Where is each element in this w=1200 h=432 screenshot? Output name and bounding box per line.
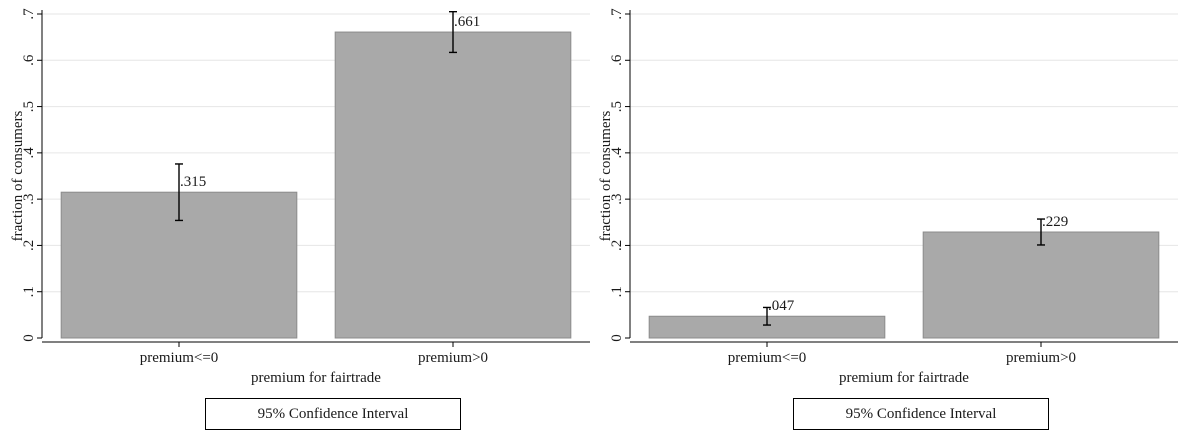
y-tick-label: .6 (21, 54, 37, 66)
y-tick-label: .3 (21, 194, 37, 205)
legend-box: 95% Confidence Interval (205, 398, 461, 430)
y-tick-label: .2 (609, 240, 625, 251)
data-label: .661 (454, 14, 480, 30)
y-tick-label: .3 (609, 194, 625, 205)
x-axis-title: premium for fairtrade (251, 370, 381, 386)
y-tick-label: .6 (609, 54, 625, 66)
bar-chart-left: 0 .1 .2 .3 .4 .5 .6 .7 fraction of consumers .315… (10, 8, 590, 386)
y-tick-label: 0 (609, 334, 625, 342)
bar-chart-right: 0 .1 .2 .3 .4 .5 .6 .7 fraction of consumers .047… (598, 8, 1178, 386)
data-label: .315 (180, 174, 206, 190)
y-tick-label: 0 (21, 334, 37, 342)
chart-panel-right: 0 .1 .2 .3 .4 .5 .6 .7 fraction of consumers .047… (588, 0, 1188, 432)
y-tick-label: .4 (609, 147, 625, 159)
bar (334, 31, 572, 339)
y-tick-label: .1 (609, 286, 625, 297)
y-tick-label: .1 (21, 286, 37, 297)
y-tick-label: .5 (21, 101, 37, 112)
y-tick-label: .5 (609, 101, 625, 112)
y-tick-label: .4 (21, 147, 37, 159)
y-axis-title: fraction of consumers (10, 110, 26, 241)
x-tick-label: premium<=0 (728, 350, 807, 366)
y-tick-label: .7 (21, 8, 37, 20)
chart-panel-left: 0 .1 .2 .3 .4 .5 .6 .7 fraction of consumers .315… (10, 8, 590, 430)
x-tick-label: premium<=0 (140, 350, 219, 366)
legend-box: 95% Confidence Interval (793, 398, 1049, 430)
data-label: .047 (768, 298, 795, 314)
bar (922, 231, 1160, 339)
data-label: .229 (1042, 214, 1068, 230)
x-tick-label: premium>0 (418, 350, 488, 366)
y-tick-label: .2 (21, 240, 37, 251)
y-axis-title: fraction of consumers (598, 110, 614, 241)
x-tick-label: premium>0 (1006, 350, 1076, 366)
y-tick-label: .7 (609, 8, 625, 20)
x-axis-title: premium for fairtrade (839, 370, 969, 386)
